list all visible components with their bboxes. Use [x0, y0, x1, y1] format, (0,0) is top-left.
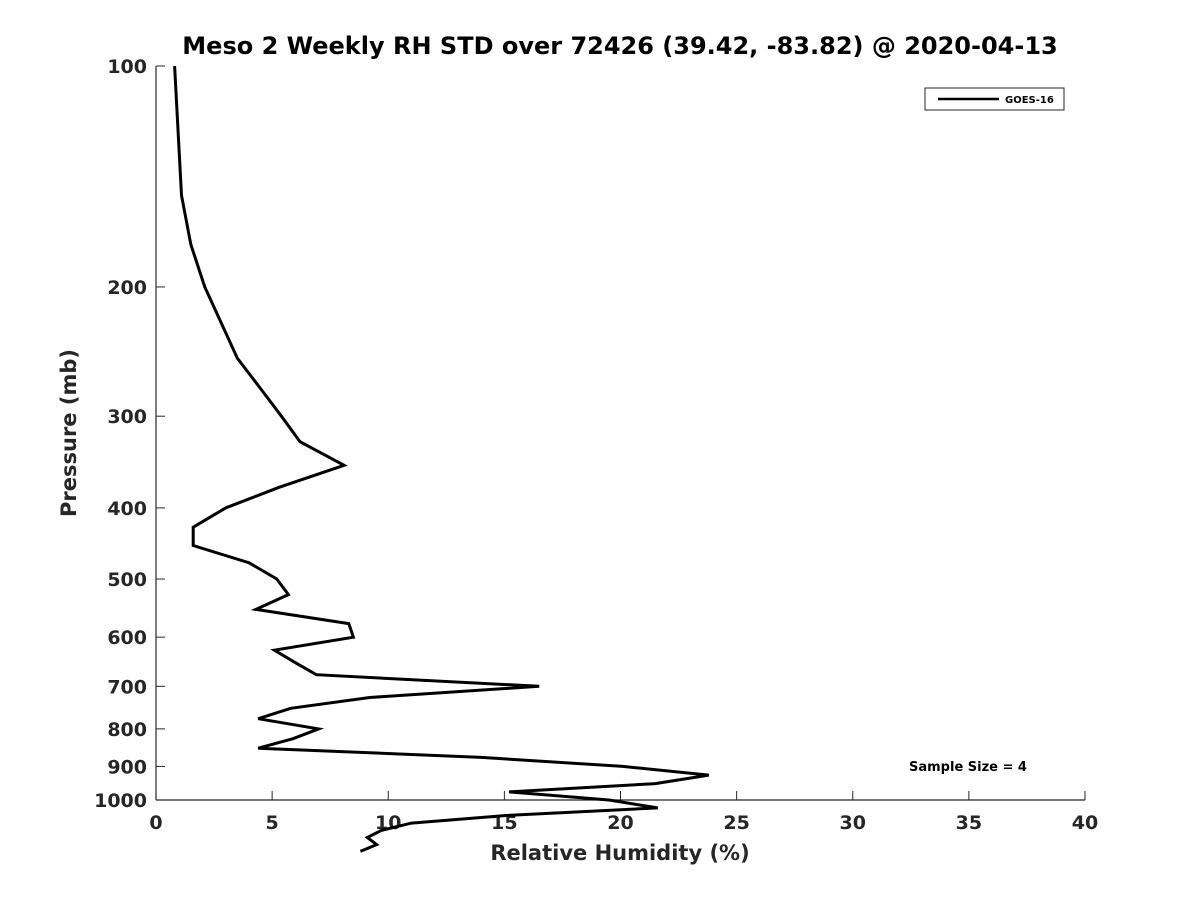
series-layer [173, 65, 710, 853]
y-tick-label: 200 [107, 277, 147, 299]
x-axis-label: Relative Humidity (%) [490, 841, 749, 865]
y-tick-label: 500 [107, 569, 147, 591]
y-tick-label: 900 [107, 756, 147, 778]
y-tick-label: 600 [107, 627, 147, 649]
sample-size-annotation: Sample Size = 4 [909, 760, 1027, 775]
x-tick-label: 35 [956, 812, 982, 834]
y-tick-label: 1000 [94, 790, 147, 812]
legend: GOES-16 [924, 87, 1065, 111]
x-tick-label: 40 [1072, 812, 1098, 834]
y-tick-label: 300 [107, 406, 147, 428]
x-tick-label: 5 [266, 812, 279, 834]
x-tick-label: 20 [607, 812, 633, 834]
legend-entry-goes-16: GOES-16 [1005, 95, 1054, 106]
y-tick-label: 700 [107, 676, 147, 698]
y-tick-label: 400 [107, 498, 147, 520]
y-axis-label: Pressure (mb) [57, 349, 81, 517]
y-tick-label: 100 [107, 56, 147, 78]
y-axis-ticks: 100 200 300 400 500 600 700 800 900 1000 [94, 56, 165, 812]
y-tick-label: 800 [107, 719, 147, 741]
chart-title: Meso 2 Weekly RH STD over 72426 (39.42, … [182, 32, 1057, 60]
x-tick-label: 0 [149, 812, 162, 834]
x-tick-label: 25 [723, 812, 749, 834]
series-line-goes-16 [173, 65, 710, 853]
x-tick-label: 30 [840, 812, 866, 834]
